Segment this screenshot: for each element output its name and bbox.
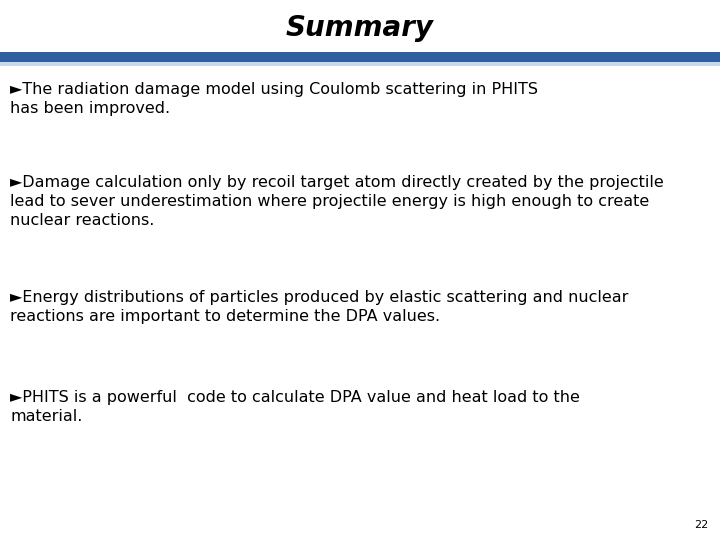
Text: ►Damage calculation only by recoil target atom directly created by the projectil: ►Damage calculation only by recoil targe…: [10, 175, 664, 228]
Bar: [0, 52, 720, 62]
Text: ►PHITS is a powerful  code to calculate DPA value and heat load to the
material.: ►PHITS is a powerful code to calculate D…: [10, 390, 580, 424]
Text: ►The radiation damage model using Coulomb scattering in PHITS
has been improved.: ►The radiation damage model using Coulom…: [10, 82, 538, 116]
Text: Summary: Summary: [286, 14, 434, 42]
Bar: [0, 62, 720, 66]
Text: ►Energy distributions of particles produced by elastic scattering and nuclear
re: ►Energy distributions of particles produ…: [10, 290, 629, 324]
Text: 22: 22: [694, 520, 708, 530]
